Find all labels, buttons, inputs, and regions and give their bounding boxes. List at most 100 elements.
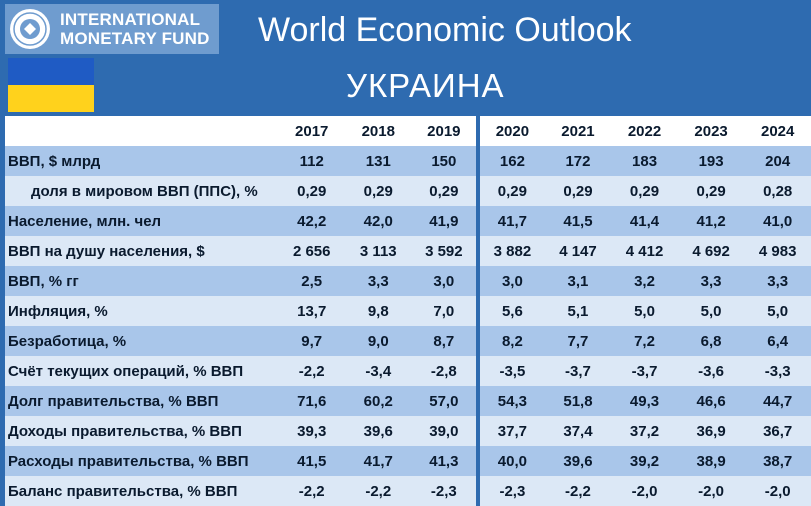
value-cell: 0,29 [345, 176, 412, 206]
value-cell: 37,4 [544, 416, 612, 446]
value-cell: 7,0 [411, 296, 479, 326]
row-label: ВВП, $ млрд [5, 146, 279, 176]
year-header-row: 2017 2018 2019 2020 2021 2022 2023 2024 [5, 116, 811, 146]
row-label: Счёт текущих операций, % ВВП [5, 356, 279, 386]
indicators-table: 2017 2018 2019 2020 2021 2022 2023 2024 … [5, 116, 811, 506]
indicators-table-body: ВВП, $ млрд 112 131 150 162 172 183 193 204 доля … [5, 146, 811, 506]
value-cell: 41,2 [677, 206, 745, 236]
table-row: Долг правительства, % ВВП 71,6 60,2 57,0 54,… [5, 386, 811, 416]
year-header: 2020 [476, 116, 545, 146]
page-title: World Economic Outlook [258, 11, 632, 49]
value-cell: 4 692 [677, 236, 745, 266]
value-cell: 6,8 [677, 326, 745, 356]
table-row: Инфляция, % 13,7 9,8 7,0 5,6 5,1 5,0 5,0 5,0 [5, 296, 811, 326]
table-row: Счёт текущих операций, % ВВП -2,2 -3,4 -2,8… [5, 356, 811, 386]
flag-yellow-stripe [8, 85, 94, 112]
value-cell: -2,2 [278, 476, 345, 506]
value-cell: -2,0 [677, 476, 745, 506]
header: INTERNATIONAL MONETARY FUND World Econom… [0, 0, 811, 58]
value-cell: 39,0 [411, 416, 479, 446]
value-cell: 3,3 [677, 266, 745, 296]
value-cell: 41,4 [611, 206, 678, 236]
value-cell: 39,6 [345, 416, 412, 446]
value-cell: 3 882 [476, 236, 545, 266]
value-cell: 7,7 [544, 326, 612, 356]
year-header: 2021 [544, 116, 612, 146]
value-cell: 3,1 [544, 266, 612, 296]
table-row: доля в мировом ВВП (ППС), % 0,29 0,29 0,29 0… [5, 176, 811, 206]
value-cell: 0,29 [476, 176, 545, 206]
imf-logo: INTERNATIONAL MONETARY FUND [5, 4, 219, 54]
value-cell: 41,9 [411, 206, 479, 236]
value-cell: 193 [677, 146, 745, 176]
table-row: Доходы правительства, % ВВП 39,3 39,6 39,0 3… [5, 416, 811, 446]
value-cell: 8,2 [476, 326, 545, 356]
flag-blue-stripe [8, 58, 94, 85]
value-cell: 13,7 [278, 296, 345, 326]
value-cell: 8,7 [411, 326, 479, 356]
value-cell: 5,0 [677, 296, 745, 326]
value-cell: 49,3 [611, 386, 678, 416]
value-cell: 41,5 [278, 446, 345, 476]
table-row: ВВП, % гг 2,5 3,3 3,0 3,0 3,1 3,2 3,3 3,3 [5, 266, 811, 296]
value-cell: 150 [411, 146, 479, 176]
year-header: 2018 [345, 116, 412, 146]
org-name-line2: MONETARY FUND [60, 29, 210, 48]
table-row: ВВП, $ млрд 112 131 150 162 172 183 193 204 [5, 146, 811, 176]
value-cell: 38,7 [744, 446, 811, 476]
value-cell: 5,6 [476, 296, 545, 326]
table-row: Безработица, % 9,7 9,0 8,7 8,2 7,7 7,2 6,8 6,4 [5, 326, 811, 356]
row-label: доля в мировом ВВП (ППС), % [5, 176, 279, 206]
value-cell: 57,0 [411, 386, 479, 416]
value-cell: 36,7 [744, 416, 811, 446]
value-cell: 4 147 [544, 236, 612, 266]
row-label: Доходы правительства, % ВВП [5, 416, 279, 446]
value-cell: 172 [544, 146, 612, 176]
row-label: Баланс правительства, % ВВП [5, 476, 279, 506]
value-cell: 37,7 [476, 416, 545, 446]
table-row: ВВП на душу населения, $2 656 3 113 3 592 3… [5, 236, 811, 266]
value-cell: 42,2 [278, 206, 345, 236]
value-cell: 0,28 [744, 176, 811, 206]
year-header: 2023 [677, 116, 745, 146]
year-header: 2024 [744, 116, 811, 146]
value-cell: 38,9 [677, 446, 745, 476]
value-cell: -2,0 [744, 476, 811, 506]
value-cell: 5,0 [611, 296, 678, 326]
value-cell: 0,29 [411, 176, 479, 206]
value-cell: 41,3 [411, 446, 479, 476]
value-cell: 0,29 [544, 176, 612, 206]
row-label: ВВП на душу населения, $ [5, 236, 279, 266]
value-cell: 3,3 [744, 266, 811, 296]
value-cell: 0,29 [278, 176, 345, 206]
value-cell: 9,0 [345, 326, 412, 356]
value-cell: 6,4 [744, 326, 811, 356]
value-cell: 3 113 [345, 236, 412, 266]
table-row: Население, млн. чел 42,2 42,0 41,9 41,7 41,5 4… [5, 206, 811, 236]
value-cell: 41,7 [476, 206, 545, 236]
row-label: Инфляция, % [5, 296, 279, 326]
value-cell: 3,0 [411, 266, 479, 296]
value-cell: 0,29 [611, 176, 678, 206]
value-cell: 9,7 [278, 326, 345, 356]
value-cell: 39,2 [611, 446, 678, 476]
value-cell: 36,9 [677, 416, 745, 446]
value-cell: 112 [278, 146, 345, 176]
value-cell: -2,2 [345, 476, 412, 506]
value-cell: 131 [345, 146, 412, 176]
value-cell: 204 [744, 146, 811, 176]
value-cell: 39,6 [544, 446, 612, 476]
value-cell: -2,2 [544, 476, 612, 506]
value-cell: 71,6 [278, 386, 345, 416]
value-cell: 46,6 [677, 386, 745, 416]
value-cell: -3,6 [677, 356, 745, 386]
year-header: 2017 [278, 116, 345, 146]
value-cell: 41,0 [744, 206, 811, 236]
value-cell: -3,7 [544, 356, 612, 386]
value-cell: -2,8 [411, 356, 479, 386]
value-cell: 3,2 [611, 266, 678, 296]
value-cell: 44,7 [744, 386, 811, 416]
value-cell: 7,2 [611, 326, 678, 356]
value-cell: 4 412 [611, 236, 678, 266]
row-label: Безработица, % [5, 326, 279, 356]
